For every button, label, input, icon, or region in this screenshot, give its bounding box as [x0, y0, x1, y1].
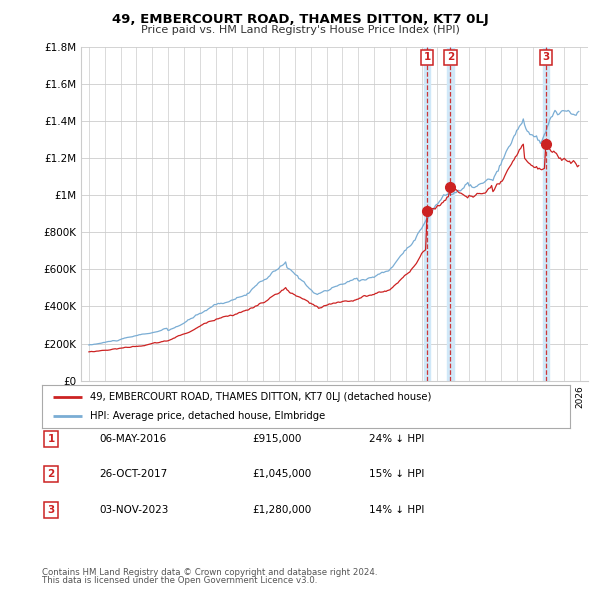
Text: 06-MAY-2016: 06-MAY-2016	[99, 434, 166, 444]
Text: 14% ↓ HPI: 14% ↓ HPI	[369, 505, 424, 514]
Text: 24% ↓ HPI: 24% ↓ HPI	[369, 434, 424, 444]
Text: 2: 2	[47, 470, 55, 479]
Text: 03-NOV-2023: 03-NOV-2023	[99, 505, 169, 514]
Text: 3: 3	[542, 52, 550, 62]
Bar	[424, 47, 430, 381]
Text: 2: 2	[447, 52, 454, 62]
Text: Contains HM Land Registry data © Crown copyright and database right 2024.: Contains HM Land Registry data © Crown c…	[42, 568, 377, 577]
Text: £1,045,000: £1,045,000	[252, 470, 311, 479]
Bar	[542, 47, 549, 381]
Text: 1: 1	[424, 52, 431, 62]
Text: HPI: Average price, detached house, Elmbridge: HPI: Average price, detached house, Elmb…	[89, 411, 325, 421]
Text: £915,000: £915,000	[252, 434, 301, 444]
Bar	[448, 47, 454, 381]
Text: 1: 1	[47, 434, 55, 444]
Text: £1,280,000: £1,280,000	[252, 505, 311, 514]
Text: 15% ↓ HPI: 15% ↓ HPI	[369, 470, 424, 479]
Text: 26-OCT-2017: 26-OCT-2017	[99, 470, 167, 479]
Text: This data is licensed under the Open Government Licence v3.0.: This data is licensed under the Open Gov…	[42, 576, 317, 585]
Text: Price paid vs. HM Land Registry's House Price Index (HPI): Price paid vs. HM Land Registry's House …	[140, 25, 460, 35]
Text: 3: 3	[47, 505, 55, 514]
Text: 49, EMBERCOURT ROAD, THAMES DITTON, KT7 0LJ: 49, EMBERCOURT ROAD, THAMES DITTON, KT7 …	[112, 13, 488, 26]
Text: 49, EMBERCOURT ROAD, THAMES DITTON, KT7 0LJ (detached house): 49, EMBERCOURT ROAD, THAMES DITTON, KT7 …	[89, 392, 431, 402]
